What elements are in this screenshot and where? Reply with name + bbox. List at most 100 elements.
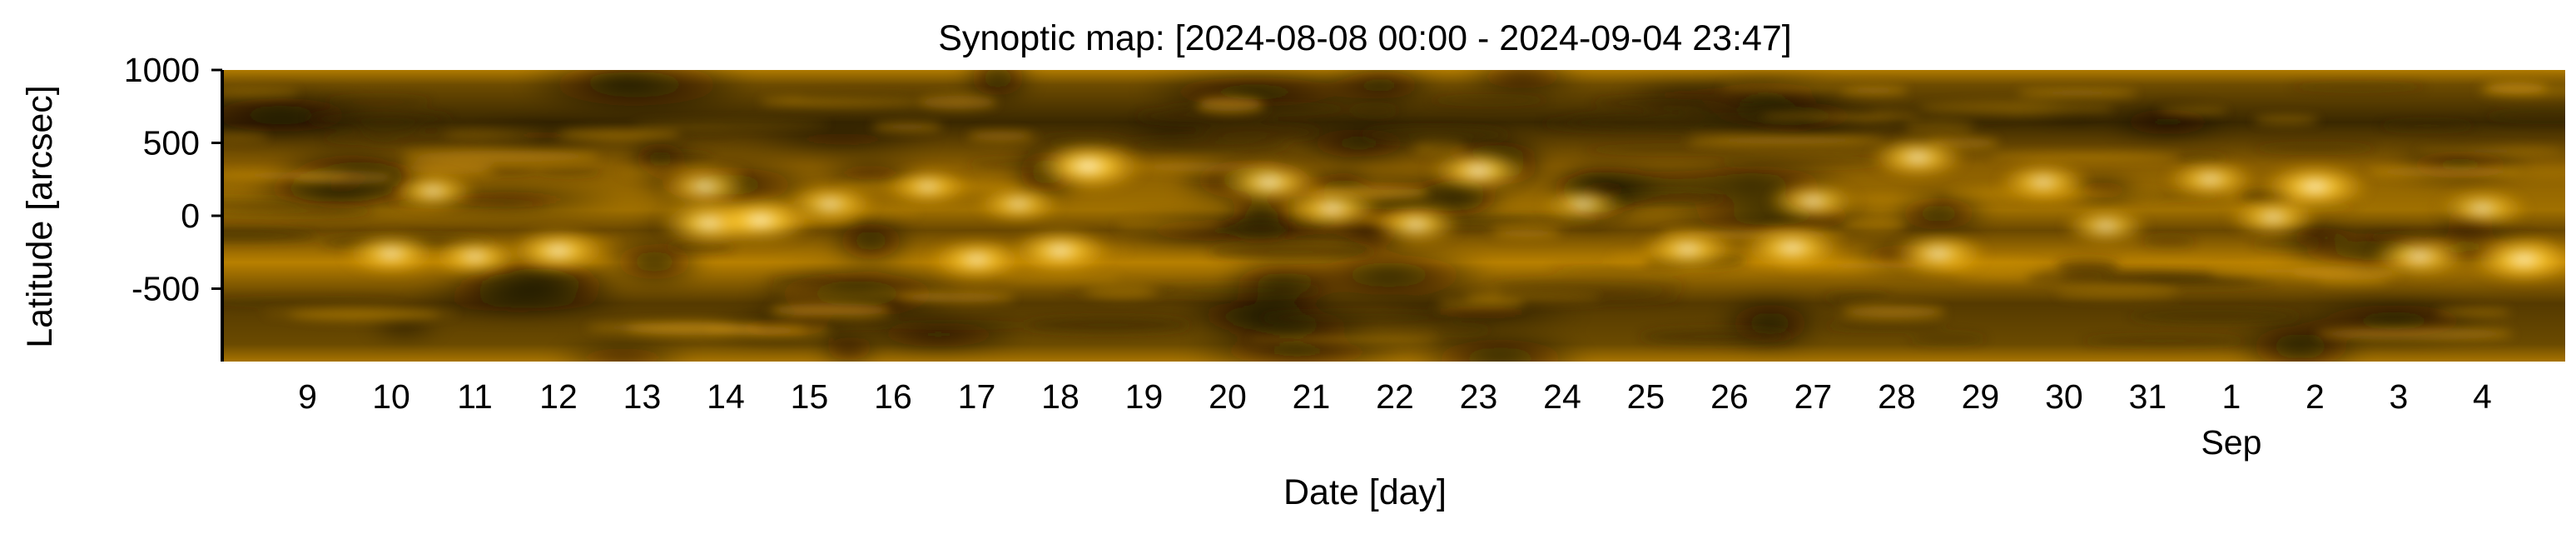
x-tick-label: 26 <box>1710 377 1749 416</box>
texture-streak <box>1584 146 1755 153</box>
texture-streak <box>1495 290 1681 304</box>
y-tick-label: 0 <box>181 197 200 235</box>
texture-streak <box>2435 310 2511 316</box>
bright-active-regions <box>340 135 2565 285</box>
x-tick-label: 13 <box>623 377 662 416</box>
texture-streak <box>401 162 495 175</box>
texture-streak <box>769 278 835 285</box>
texture-streak <box>2157 108 2228 114</box>
texture-streak <box>586 322 742 333</box>
bright-region <box>926 237 1028 282</box>
bright-region <box>1995 161 2092 203</box>
texture-streak <box>1491 278 1686 293</box>
texture-streak <box>1428 326 1492 335</box>
texture-streak <box>1908 332 1988 345</box>
texture-streak <box>2056 288 2177 299</box>
texture-streak <box>356 122 421 134</box>
bright-region <box>1367 203 1464 246</box>
bright-region <box>2225 196 2321 238</box>
texture-streak <box>1122 138 1290 151</box>
texture-streak <box>1904 121 1975 135</box>
x-tick-label: 27 <box>1794 377 1833 416</box>
texture-streak <box>856 322 1050 328</box>
texture-streak <box>770 302 892 317</box>
dark-region <box>517 70 756 116</box>
texture-streak <box>1198 97 1263 112</box>
texture-streak <box>2380 122 2474 129</box>
bright-region <box>973 184 1064 224</box>
texture-streak <box>1640 329 1792 344</box>
texture-streak <box>1549 267 1688 272</box>
texture-streak <box>2055 259 2120 272</box>
texture-streak <box>306 112 453 125</box>
texture-streak <box>1144 283 1323 297</box>
texture-streak <box>2316 277 2389 285</box>
bright-region <box>388 171 479 211</box>
chart-title: Synoptic map: [2024-08-08 00:00 - 2024-0… <box>938 18 1792 58</box>
x-tick-label: 31 <box>2129 377 2167 416</box>
texture-streak <box>1647 119 1702 127</box>
dark-region <box>2231 316 2369 362</box>
texture-streak <box>2484 111 2565 122</box>
texture-streak <box>1720 82 1843 92</box>
texture-streak <box>2253 116 2320 124</box>
texture-streak <box>1248 336 1437 343</box>
x-tick-label: 4 <box>2473 377 2492 416</box>
x-tick-label: 2 <box>2305 377 2325 416</box>
x-tick-label: 21 <box>1293 377 1331 416</box>
texture-streak <box>2436 167 2565 177</box>
texture-streak <box>224 230 319 242</box>
x-tick-label: 12 <box>539 377 578 416</box>
texture-streak <box>1592 98 1738 107</box>
x-axis-label: Date [day] <box>1283 472 1447 512</box>
texture-streaks <box>224 82 2565 345</box>
x-tick-label: 3 <box>2390 377 2409 416</box>
texture-streak <box>1840 218 1906 232</box>
texture-streak <box>2467 157 2534 164</box>
bright-region <box>426 236 524 277</box>
bright-region <box>2368 234 2471 279</box>
bright-region <box>1866 135 1969 180</box>
bright-region <box>2061 206 2152 246</box>
texture-streak <box>534 167 602 176</box>
texture-streak <box>1717 158 1887 167</box>
texture-streak <box>1116 218 1222 232</box>
x-tick-label: 10 <box>372 377 410 416</box>
texture-streak <box>2417 147 2565 155</box>
texture-streak <box>2142 236 2196 247</box>
x-month-label: Sep <box>2201 423 2261 462</box>
bright-region <box>1281 186 1383 231</box>
dark-region <box>363 317 446 337</box>
x-tick-label: 23 <box>1460 377 1498 416</box>
texture-streak <box>1199 126 1320 139</box>
dark-region <box>1283 245 1495 305</box>
y-tick-label: 1000 <box>124 51 200 89</box>
texture-streak <box>1136 110 1274 122</box>
texture-streak <box>1260 312 1457 323</box>
x-tick-label: 19 <box>1125 377 1164 416</box>
texture-streak <box>633 121 830 127</box>
bright-region <box>504 227 613 275</box>
texture-streak <box>1824 293 1892 302</box>
bright-region <box>1006 227 1114 275</box>
dark-region <box>959 70 1037 104</box>
bright-region <box>1538 184 1629 224</box>
dark-region <box>1459 70 1586 94</box>
y-axis-label: Latitude [arcsec] <box>20 85 60 348</box>
dark-region <box>741 127 944 151</box>
texture-streak <box>263 310 459 317</box>
texture-streak <box>321 135 395 142</box>
texture-streak <box>2017 88 2138 97</box>
bright-region <box>1764 180 1862 222</box>
bright-region <box>340 231 443 277</box>
texture-streak <box>919 95 997 109</box>
texture-streak <box>1568 116 1658 127</box>
x-tick-label: 11 <box>457 377 493 416</box>
bright-region <box>2434 187 2531 230</box>
dark-region <box>1884 190 1993 237</box>
texture-streak <box>1492 228 1561 238</box>
x-tick-label: 20 <box>1209 377 1247 416</box>
y-tick-label: 500 <box>143 124 200 162</box>
texture-streak <box>1689 136 1886 145</box>
dark-region <box>825 216 916 266</box>
